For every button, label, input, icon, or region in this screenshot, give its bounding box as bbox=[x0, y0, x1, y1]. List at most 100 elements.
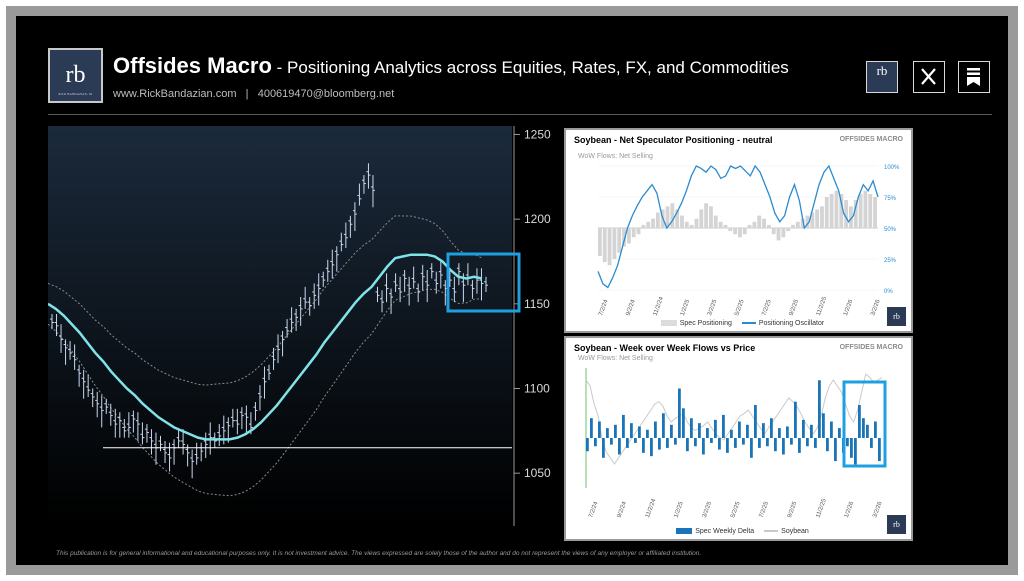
spec-position-bar bbox=[689, 224, 694, 228]
weekly-delta-bar bbox=[778, 428, 781, 438]
panel2-brand: OFFSIDES MACRO bbox=[839, 344, 903, 351]
x-tick-label: 9/2/25 bbox=[787, 500, 799, 518]
y-right-label: 100% bbox=[884, 165, 900, 171]
price-bar bbox=[117, 412, 122, 438]
price-bar bbox=[68, 341, 73, 360]
x-tick-label: 7/2/25 bbox=[761, 298, 773, 316]
panel2-title: Soybean - Week over Week Flows vs Price bbox=[574, 343, 756, 353]
price-bar bbox=[321, 271, 326, 287]
weekly-delta-bar bbox=[586, 438, 589, 452]
y-right-label: 0% bbox=[884, 289, 893, 295]
price-bar bbox=[158, 435, 163, 452]
spec-position-bar bbox=[728, 228, 733, 232]
header-divider bbox=[48, 114, 992, 115]
legend-label-soy: Soybean bbox=[781, 528, 809, 535]
weekly-delta-bar bbox=[670, 424, 673, 438]
soybean-price-line bbox=[585, 373, 883, 465]
weekly-delta-bar bbox=[846, 438, 849, 447]
price-bar bbox=[456, 263, 461, 286]
spec-position-bar bbox=[598, 228, 602, 256]
price-bar bbox=[280, 330, 285, 357]
spec-position-bar bbox=[747, 224, 752, 228]
legend-swatch-spec bbox=[660, 320, 677, 327]
weekly-delta-bar bbox=[718, 438, 721, 450]
spec-position-bar bbox=[873, 197, 877, 228]
brand-name: Offsides Macro bbox=[113, 53, 272, 78]
price-bar bbox=[239, 407, 244, 430]
x-tick-label: 3/2/26 bbox=[870, 298, 882, 316]
weekly-delta-bar bbox=[838, 428, 841, 438]
weekly-delta-bar bbox=[602, 438, 605, 458]
x-icon[interactable] bbox=[913, 61, 945, 93]
email-link[interactable]: 400619470@bloomberg.net bbox=[257, 88, 395, 100]
weekly-delta-bar bbox=[806, 438, 809, 447]
weekly-delta-bar bbox=[730, 429, 733, 438]
weekly-delta-bar bbox=[698, 423, 701, 438]
weekly-delta-bar bbox=[830, 421, 833, 438]
spec-position-bar bbox=[718, 221, 723, 228]
x-tick-label: 3/2/26 bbox=[872, 500, 884, 518]
price-chart: 1250 1200 1150 1100 1050 bbox=[48, 126, 551, 526]
separator: | bbox=[245, 88, 249, 100]
x-tick-label: 9/2/25 bbox=[789, 298, 801, 316]
weekly-delta-bar bbox=[770, 418, 773, 438]
price-bar bbox=[361, 175, 366, 194]
weekly-delta-bar bbox=[662, 413, 665, 438]
weekly-delta-bar bbox=[722, 414, 725, 438]
spec-position-bar bbox=[839, 193, 844, 228]
weekly-delta-bar bbox=[814, 438, 817, 448]
weekly-delta-bar bbox=[866, 424, 869, 438]
weekly-delta-bar bbox=[754, 405, 757, 438]
price-bar bbox=[289, 307, 294, 333]
panel2-logo: rb bbox=[887, 515, 906, 534]
price-bar bbox=[144, 424, 149, 443]
price-bar bbox=[380, 290, 385, 313]
price-bar bbox=[438, 259, 443, 289]
weekly-delta-bar bbox=[678, 388, 681, 438]
price-bar bbox=[257, 385, 262, 411]
spec-position-bar bbox=[757, 215, 762, 228]
substack-icon[interactable] bbox=[958, 61, 990, 93]
price-bar bbox=[90, 388, 95, 408]
weekly-delta-bar bbox=[854, 438, 857, 465]
price-bar bbox=[77, 364, 82, 387]
price-bar bbox=[267, 364, 271, 381]
spec-position-bar bbox=[853, 200, 858, 228]
weekly-delta-bar bbox=[594, 438, 597, 447]
spec-position-bar bbox=[844, 200, 849, 228]
website-link[interactable]: www.RickBandazian.com bbox=[113, 88, 237, 100]
price-bar bbox=[86, 374, 91, 397]
weekly-delta-bar bbox=[626, 438, 629, 448]
price-bar bbox=[420, 264, 425, 291]
price-bar bbox=[108, 403, 113, 426]
price-bar bbox=[294, 308, 299, 331]
price-bar bbox=[194, 442, 199, 465]
highlight-box bbox=[842, 380, 887, 468]
x-tick-label: 3/2/25 bbox=[702, 500, 714, 518]
y-right-label: 75% bbox=[884, 196, 897, 202]
spec-position-bar bbox=[602, 228, 607, 263]
y-tick-label: 1150 bbox=[524, 297, 550, 311]
x-tick-label: 1/2/25 bbox=[680, 298, 692, 316]
substack-glyph bbox=[967, 68, 980, 86]
price-bar bbox=[135, 412, 140, 442]
weekly-delta-bar bbox=[798, 438, 801, 453]
price-bar bbox=[253, 402, 258, 421]
spec-position-bar bbox=[824, 197, 829, 228]
contact-line: www.RickBandazian.com | 400619470@bloomb… bbox=[113, 88, 394, 100]
weekly-delta-bar bbox=[590, 418, 593, 438]
weekly-delta-bar bbox=[762, 423, 765, 438]
weekly-delta-bar bbox=[610, 438, 613, 445]
slide-frame: rb RICK BANDAZIAN, JR Offsides Macro - P… bbox=[6, 6, 1018, 575]
price-bar bbox=[452, 276, 457, 303]
weekly-delta-bar bbox=[810, 424, 813, 438]
price-bar bbox=[425, 269, 430, 303]
weekly-delta-bar bbox=[758, 438, 761, 448]
spec-position-bar bbox=[709, 206, 713, 228]
spec-position-bar bbox=[810, 212, 815, 228]
price-bar bbox=[230, 408, 235, 428]
chart-background bbox=[48, 126, 512, 524]
rb-logo-icon[interactable]: rb bbox=[866, 61, 898, 93]
price-bar bbox=[303, 286, 308, 309]
price-bar bbox=[384, 273, 389, 303]
